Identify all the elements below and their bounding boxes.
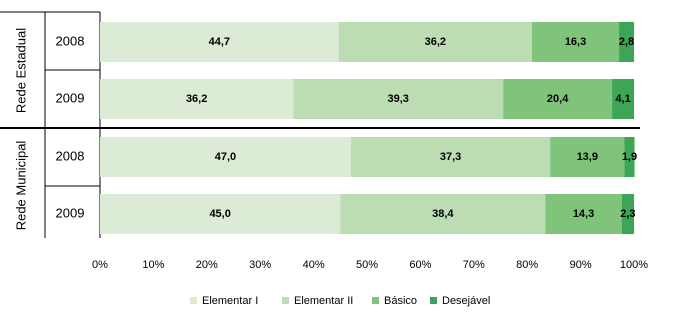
bar-segment	[545, 194, 622, 234]
legend-label: Básico	[384, 295, 417, 307]
x-tick-label: 30%	[249, 259, 271, 271]
bar-segment	[100, 79, 294, 119]
data-label: 37,3	[440, 151, 461, 163]
bar-segment	[100, 194, 341, 234]
bar-segment	[619, 22, 634, 62]
data-label: 38,4	[432, 208, 454, 220]
data-label: 44,7	[209, 36, 230, 48]
data-label: 36,2	[186, 93, 207, 105]
data-label: 2,8	[619, 36, 634, 48]
x-tick-label: 70%	[463, 259, 485, 271]
x-tick-label: 50%	[356, 259, 378, 271]
bar-segment	[532, 22, 620, 62]
bar-segment	[100, 137, 351, 177]
bar-segment	[340, 194, 546, 234]
x-tick-label: 40%	[303, 259, 325, 271]
legend-swatch	[430, 297, 437, 304]
group-label: Rede Municipal	[13, 141, 28, 231]
bar-segment	[621, 194, 634, 234]
data-label: 39,3	[388, 93, 409, 105]
data-label: 36,2	[425, 36, 446, 48]
bar-segment	[350, 137, 551, 177]
legend-label: Elementar II	[294, 295, 353, 307]
bar-segment	[503, 79, 613, 119]
data-label: 1,9	[622, 151, 637, 163]
legend-label: Desejável	[442, 295, 490, 307]
x-tick-label: 0%	[92, 259, 108, 271]
x-tick-label: 10%	[142, 259, 164, 271]
bar-segment	[612, 79, 634, 119]
data-label: 47,0	[215, 151, 236, 163]
x-tick-label: 60%	[409, 259, 431, 271]
data-label: 16,3	[565, 36, 586, 48]
x-tick-label: 90%	[570, 259, 592, 271]
legend-label: Elementar I	[202, 295, 258, 307]
x-tick-label: 80%	[516, 259, 538, 271]
bar-segment	[550, 137, 625, 177]
bar-segment	[293, 79, 504, 119]
data-label: 14,3	[573, 208, 594, 220]
data-label: 20,4	[547, 93, 569, 105]
y-tick-label: 2008	[56, 148, 85, 163]
y-tick-label: 2009	[56, 90, 85, 105]
y-tick-label: 2008	[56, 33, 85, 48]
legend-swatch	[372, 297, 379, 304]
legend-swatch	[282, 297, 289, 304]
x-tick-label: 20%	[196, 259, 218, 271]
bar-segment	[338, 22, 533, 62]
group-label: Rede Estadual	[13, 28, 28, 113]
data-label: 2,3	[620, 208, 635, 220]
data-label: 45,0	[209, 208, 230, 220]
bar-segment	[624, 137, 635, 177]
data-label: 13,9	[577, 151, 598, 163]
bar-segment	[100, 22, 339, 62]
x-tick-label: 100%	[620, 259, 648, 271]
legend-swatch	[190, 297, 197, 304]
data-label: 4,1	[615, 93, 630, 105]
y-tick-label: 2009	[56, 205, 85, 220]
